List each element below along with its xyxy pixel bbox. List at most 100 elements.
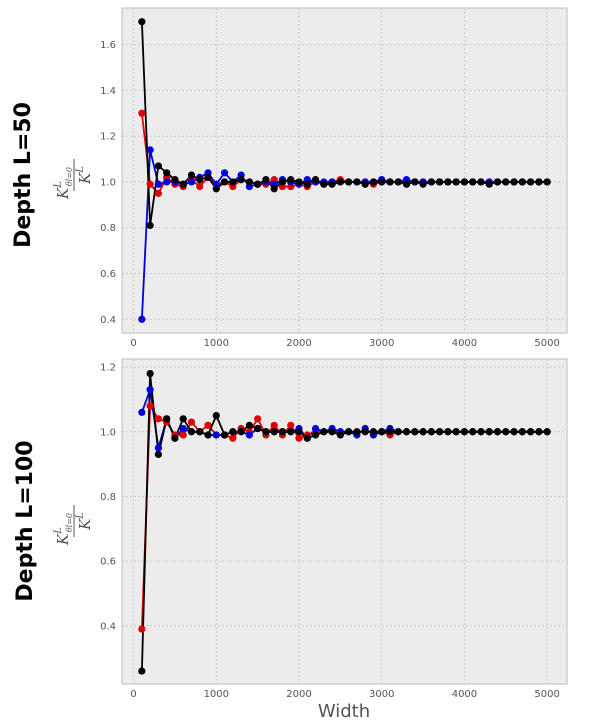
data-point-top-2 [320, 180, 328, 188]
data-point-bottom-2 [245, 421, 253, 429]
data-point-bottom-2 [345, 428, 353, 436]
data-point-bottom-2 [353, 428, 361, 436]
data-point-top-2 [518, 178, 526, 186]
data-point-bottom-2 [469, 428, 477, 436]
data-point-bottom-0 [179, 431, 187, 439]
ylabel-bottom: KLθl=0 KL [53, 505, 94, 546]
data-point-top-0 [138, 109, 146, 117]
data-point-bottom-2 [502, 428, 510, 436]
data-point-bottom-2 [411, 428, 419, 436]
y-tick-label: 1.2 [100, 132, 116, 143]
data-point-top-2 [502, 178, 510, 186]
data-point-bottom-2 [220, 431, 229, 439]
data-point-bottom-1 [212, 431, 220, 439]
data-point-bottom-1 [179, 424, 187, 433]
data-point-bottom-2 [402, 428, 411, 436]
data-point-top-2 [378, 178, 386, 186]
y-tick-label: 1.0 [100, 427, 116, 438]
data-point-top-0 [196, 182, 204, 191]
data-point-bottom-2 [146, 369, 154, 378]
data-point-top-2 [311, 176, 320, 184]
ylabel-top-num-sup: L [53, 181, 64, 189]
y-tick-label: 0.4 [100, 315, 116, 326]
data-point-top-2 [419, 180, 427, 188]
data-point-top-2 [460, 178, 469, 186]
data-point-top-2 [493, 178, 502, 186]
svg-text:KL: KL [75, 166, 94, 185]
data-point-top-2 [146, 221, 154, 230]
ylabel-bottom-num: K [54, 533, 72, 546]
x-tick-label: 0 [130, 338, 136, 349]
data-point-bottom-1 [146, 386, 154, 394]
data-point-bottom-2 [204, 431, 212, 439]
y-tick-label: 0.8 [100, 223, 116, 234]
data-point-bottom-2 [518, 428, 526, 436]
data-point-bottom-2 [295, 428, 303, 436]
data-point-bottom-2 [262, 428, 270, 436]
ylabel-top-den-sup: L [75, 166, 86, 174]
data-point-top-2 [411, 178, 419, 186]
data-point-bottom-1 [245, 431, 253, 439]
data-point-top-2 [254, 180, 262, 188]
data-point-bottom-2 [196, 428, 204, 436]
data-point-top-2 [179, 180, 187, 188]
data-point-bottom-2 [163, 415, 171, 423]
data-point-top-2 [303, 180, 311, 188]
data-point-bottom-0 [229, 434, 237, 442]
x-tick-label: 5000 [534, 689, 559, 700]
y-tick-label: 1.0 [100, 177, 116, 188]
data-point-bottom-2 [527, 428, 535, 436]
x-tick-label: 1000 [204, 338, 229, 349]
data-point-top-1 [146, 146, 154, 154]
data-point-bottom-2 [510, 428, 518, 436]
data-point-bottom-0 [154, 415, 162, 423]
data-point-bottom-0 [254, 415, 262, 423]
data-point-bottom-0 [295, 434, 303, 442]
data-point-top-2 [485, 180, 493, 188]
data-point-bottom-2 [452, 428, 460, 436]
x-tick-label: 4000 [452, 338, 477, 349]
data-point-bottom-2 [278, 428, 287, 436]
data-point-top-2 [353, 178, 361, 186]
ylabel-top: KLθl=0 KL [53, 159, 94, 200]
data-point-bottom-2 [485, 428, 493, 436]
data-point-top-2 [452, 178, 460, 186]
x-tick-label: 3000 [369, 689, 394, 700]
data-point-top-2 [171, 176, 179, 184]
data-point-bottom-2 [460, 428, 469, 436]
data-point-bottom-2 [427, 428, 435, 436]
ylabel-top-num: K [54, 187, 72, 200]
data-point-bottom-2 [138, 667, 146, 675]
data-point-bottom-2 [287, 428, 295, 436]
x-tick-label: 5000 [534, 338, 559, 349]
data-point-top-0 [154, 189, 162, 197]
x-axis-label: Width [318, 701, 370, 722]
x-tick-label: 0 [130, 689, 136, 700]
data-point-top-2 [436, 178, 444, 186]
x-tick-label: 3000 [369, 338, 394, 349]
data-point-top-1 [163, 178, 171, 186]
data-point-top-2 [444, 178, 452, 186]
data-point-bottom-0 [187, 418, 196, 426]
y-tick-label: 1.4 [100, 86, 116, 97]
data-point-top-0 [146, 180, 154, 188]
data-point-bottom-1 [138, 408, 146, 416]
data-point-bottom-2 [154, 450, 162, 458]
data-point-top-2 [345, 178, 353, 186]
data-point-top-2 [295, 178, 303, 186]
plot-bottom: 0 1000 2000 3000 4000 5000 0.4 0.6 0.8 1.0 1.2 [100, 358, 568, 700]
ylabel-top-den: K [76, 172, 94, 185]
data-point-top-2 [187, 171, 196, 179]
data-point-bottom-2 [303, 434, 311, 442]
y-tick-label: 0.6 [100, 269, 116, 280]
ylabel-bottom-den: K [76, 518, 94, 531]
data-point-top-2 [402, 180, 411, 188]
data-point-top-2 [369, 178, 378, 186]
data-point-bottom-2 [394, 428, 402, 436]
x-tick-label: 2000 [286, 689, 311, 700]
plot-area-top [121, 7, 568, 334]
data-point-bottom-2 [212, 411, 220, 420]
data-point-bottom-2 [311, 431, 320, 439]
data-point-top-2 [336, 178, 344, 186]
